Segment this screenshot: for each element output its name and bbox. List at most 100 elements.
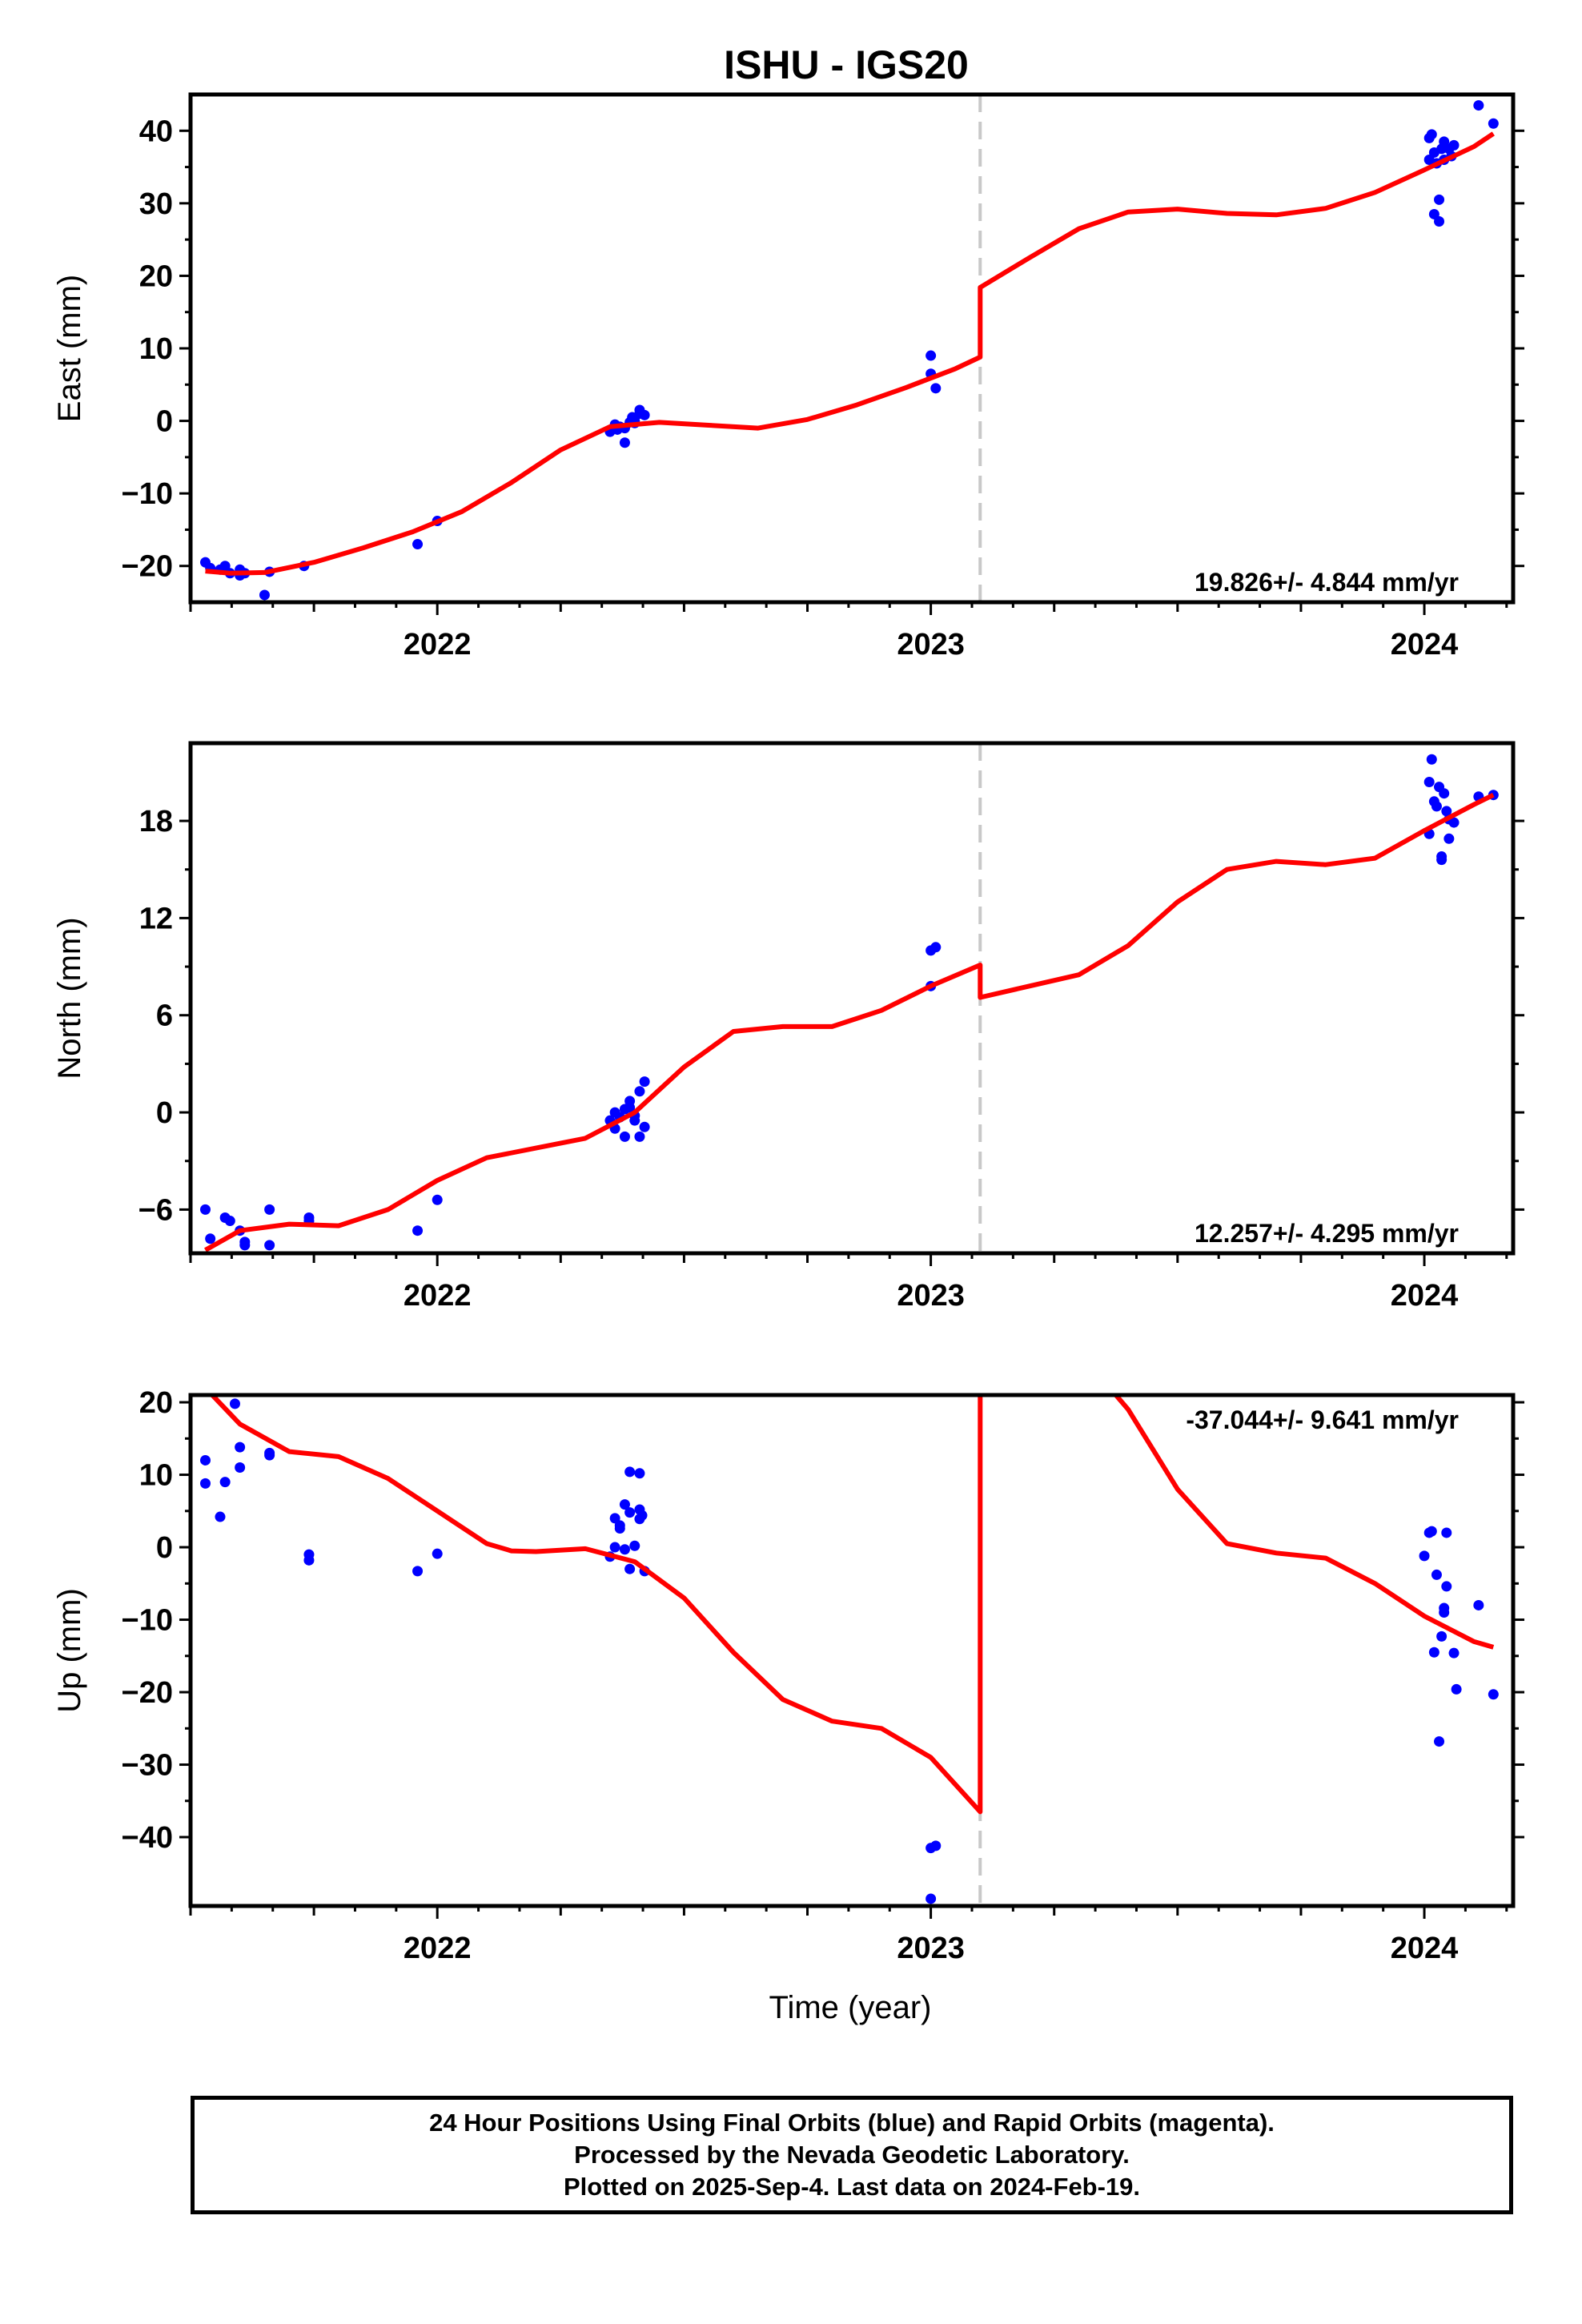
data-point: [639, 1076, 650, 1088]
data-point: [235, 1462, 246, 1473]
panels: −20 −10 0 10 20 30 40 2022 2023 2024 East (mm) 19.8…: [52, 92, 1524, 2025]
y-tick-label: 12: [139, 902, 173, 935]
data-point: [264, 1240, 275, 1251]
data-point: [930, 1840, 942, 1852]
data-point: [1441, 1581, 1452, 1592]
data-point: [303, 1212, 315, 1224]
data-point: [1431, 1569, 1442, 1580]
panel-up: −40 −30 −20 −10 0 10 20 2022 2023 2024 Up (mm) Time…: [52, 1386, 1524, 2025]
x-tick-label: 2023: [897, 1279, 965, 1313]
y-tick-label: −20: [122, 550, 173, 584]
data-point: [199, 1478, 211, 1489]
data-point: [412, 1566, 424, 1577]
y-tick-label: 18: [139, 805, 173, 838]
data-point: [624, 1563, 636, 1574]
plot-frame: [188, 1393, 1516, 1908]
data-point: [1439, 1602, 1450, 1614]
data-point: [1426, 1526, 1437, 1537]
data-point: [303, 1554, 315, 1566]
data-point: [614, 1523, 625, 1534]
x-tick-label: 2022: [404, 1279, 472, 1313]
x-axis-label: Time (year): [769, 1990, 932, 2025]
x-tick-label: 2022: [404, 628, 472, 661]
y-tick-label: 10: [139, 1459, 173, 1493]
y-tick-label: −10: [122, 1604, 173, 1638]
y-axis-label: North (mm): [52, 917, 87, 1079]
footer-line-plotted: Plotted on 2025-Sep-4. Last data on 2024…: [563, 2173, 1141, 2201]
data-point: [634, 1131, 645, 1142]
velocity-rate-annotation: 12.257+/- 4.295 mm/yr: [1195, 1219, 1459, 1248]
data-point: [239, 1240, 251, 1251]
data-point: [624, 1507, 636, 1518]
y-tick-label: 0: [156, 405, 173, 439]
data-point: [926, 1893, 937, 1904]
final-orbit-points: [199, 100, 1499, 601]
data-point: [1473, 1599, 1484, 1610]
y-tick-label: −20: [122, 1676, 173, 1710]
data-point: [1451, 1683, 1462, 1695]
panel-east: −20 −10 0 10 20 30 40 2022 2023 2024 East (mm) 19.8…: [52, 92, 1524, 661]
final-orbit-points: [199, 1398, 1499, 1904]
data-point: [930, 942, 942, 953]
data-point: [639, 1121, 650, 1132]
x-tick-label: 2023: [897, 628, 965, 661]
y-axis-label: East (mm): [52, 275, 87, 422]
model-fit-line: [208, 1395, 1495, 1815]
data-point: [1436, 854, 1447, 866]
y-tick-label: −30: [122, 1749, 173, 1783]
data-point: [1434, 1736, 1445, 1747]
data-point: [636, 1510, 648, 1521]
data-point: [624, 1102, 636, 1113]
data-point: [432, 1194, 443, 1205]
data-point: [224, 1216, 235, 1227]
data-point: [219, 1477, 231, 1488]
data-point: [639, 409, 650, 420]
data-point: [609, 1542, 620, 1553]
y-tick-label: 20: [139, 1386, 173, 1420]
y-tick-label: 20: [139, 259, 173, 293]
data-point: [619, 1544, 630, 1555]
data-point: [199, 1204, 211, 1215]
data-point: [1419, 1550, 1430, 1562]
y-tick-label: 10: [139, 332, 173, 366]
data-point: [1434, 216, 1445, 227]
data-point: [629, 1540, 640, 1551]
data-point: [1426, 129, 1437, 140]
y-tick-label: 6: [156, 999, 173, 1033]
y-tick-label: −40: [122, 1821, 173, 1855]
data-point: [1443, 833, 1455, 844]
plot-frame: [188, 741, 1516, 1256]
data-point: [619, 437, 630, 448]
footer-info-box: 24 Hour Positions Using Final Orbits (bl…: [191, 2096, 1513, 2214]
data-point: [259, 589, 270, 601]
panel-north: −6 0 6 12 18 2022 2023 2024 North (mm) 12.257+/- …: [52, 741, 1524, 1313]
data-point: [1488, 1689, 1499, 1700]
data-point: [1423, 777, 1435, 788]
data-point: [229, 1398, 240, 1409]
y-tick-label: 0: [156, 1531, 173, 1565]
data-point: [624, 1466, 636, 1478]
data-point: [1431, 801, 1442, 812]
y-tick-label: 30: [139, 187, 173, 221]
data-point: [199, 1454, 211, 1466]
x-tick-label: 2022: [404, 1932, 472, 1965]
data-point: [619, 1499, 630, 1510]
data-point: [1439, 788, 1450, 799]
footer-line-orbits: 24 Hour Positions Using Final Orbits (bl…: [429, 2109, 1275, 2137]
y-tick-label: 40: [139, 115, 173, 148]
figure-title: ISHU - IGS20: [724, 42, 969, 87]
y-tick-label: −10: [122, 477, 173, 511]
x-tick-label: 2023: [897, 1932, 965, 1965]
data-point: [1448, 1647, 1460, 1659]
data-point: [634, 1468, 645, 1479]
data-point: [412, 539, 424, 550]
final-orbit-points: [199, 754, 1499, 1251]
data-point: [412, 1225, 424, 1236]
data-point: [1448, 817, 1460, 828]
data-point: [1434, 194, 1445, 205]
data-point: [235, 1441, 246, 1453]
model-fit-line: [205, 131, 1495, 576]
data-point: [1488, 118, 1499, 129]
y-axis-label: Up (mm): [52, 1588, 87, 1713]
x-tick-label: 2024: [1391, 1279, 1459, 1313]
